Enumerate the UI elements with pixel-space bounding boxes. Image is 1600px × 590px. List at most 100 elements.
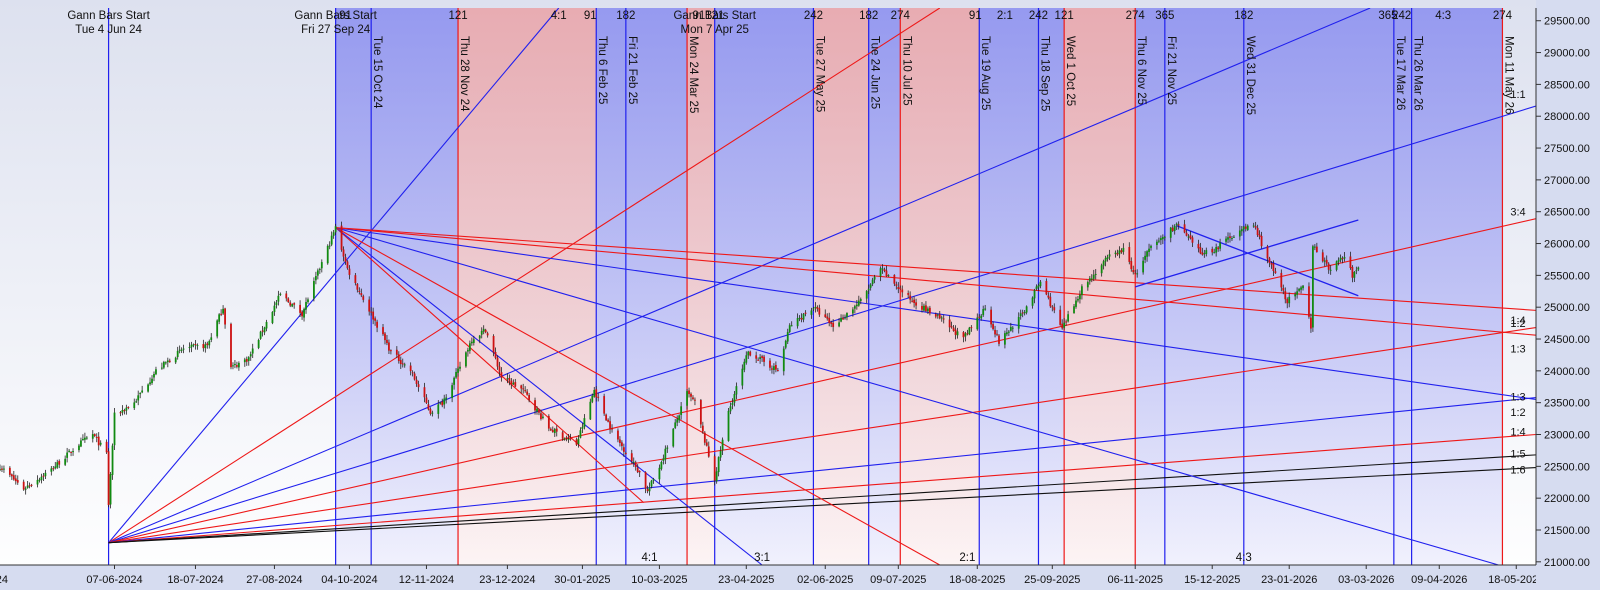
price-bar [818, 304, 821, 317]
right-ratio-label: 1:4 [1510, 426, 1525, 438]
price-bar [968, 326, 971, 336]
price-bar [978, 314, 981, 320]
price-bar [1120, 248, 1123, 254]
price-bar [1090, 274, 1093, 283]
top-count-label: 182 [616, 10, 635, 22]
price-bar [508, 374, 511, 386]
price-bar [243, 357, 246, 367]
price-bar [439, 401, 442, 405]
price-bar [925, 301, 927, 313]
price-bar [1215, 243, 1218, 257]
price-bar [595, 386, 598, 402]
price-bar [830, 320, 833, 328]
top-count-label: 242 [1392, 10, 1411, 22]
price-bar [388, 339, 390, 355]
price-bar [457, 366, 459, 377]
y-tick-label: 28000.00 [1544, 111, 1590, 123]
price-bar [885, 265, 888, 277]
cycle-line-label: Tue 27 May 25 [813, 36, 825, 112]
price-bar [194, 340, 197, 350]
price-bar [484, 328, 487, 334]
price-bar [275, 299, 278, 309]
price-bar [135, 398, 138, 404]
price-bar [1175, 222, 1178, 230]
price-bar [881, 264, 884, 274]
price-bar [800, 313, 803, 323]
price-bar [812, 306, 815, 311]
price-bar [1150, 244, 1152, 251]
price-bar [996, 329, 998, 337]
price-bar [678, 414, 681, 423]
x-tick-label: 23-01-2026 [1261, 574, 1317, 586]
gann-start-date: Mon 7 Apr 25 [680, 24, 748, 36]
price-bar [105, 439, 108, 454]
price-bar [415, 376, 418, 387]
price-bar [82, 434, 84, 441]
price-bar [1134, 269, 1137, 275]
price-bar [520, 384, 523, 394]
price-bar [182, 344, 185, 354]
y-tick-label: 25500.00 [1544, 270, 1590, 282]
price-bar [887, 274, 890, 277]
price-bar [581, 423, 584, 433]
price-bar [672, 427, 675, 448]
price-bar [782, 346, 785, 376]
price-bar [289, 300, 292, 308]
price-bar [859, 297, 862, 305]
cycle-line-label: Tue 19 Aug 25 [979, 36, 991, 110]
price-bar [285, 290, 288, 302]
price-bar [1308, 282, 1310, 319]
price-bar [247, 356, 250, 366]
cycle-band [458, 8, 597, 565]
price-bar [666, 445, 669, 453]
x-tick-label: 18-07-2024 [167, 574, 223, 586]
top-count-label: 91 [584, 10, 597, 22]
right-ratio-label: 1:3 [1510, 344, 1525, 356]
price-bar [1229, 232, 1231, 243]
cycle-band [625, 8, 688, 565]
price-bar [1272, 260, 1275, 277]
price-bar [686, 388, 688, 410]
price-bar [153, 371, 155, 382]
price-bar [927, 306, 929, 314]
price-bar [1061, 319, 1064, 330]
price-bar [1254, 221, 1257, 230]
price-bar [761, 354, 763, 362]
price-bar [605, 413, 608, 421]
price-bar [561, 430, 564, 441]
price-bar [555, 425, 558, 437]
price-bar [313, 277, 315, 302]
price-bar [56, 459, 59, 469]
price-bar [553, 427, 556, 437]
fan-line [335, 227, 763, 565]
price-bar [769, 358, 771, 371]
price-bar [24, 486, 27, 495]
price-bar [1242, 225, 1245, 233]
price-bar [1323, 257, 1326, 267]
price-bar [575, 437, 578, 447]
price-bar [1286, 297, 1289, 309]
price-bar [123, 408, 126, 415]
price-bar [206, 341, 209, 349]
y-tick-label: 27000.00 [1544, 175, 1590, 187]
price-bar [36, 475, 39, 488]
fan-line [335, 227, 1536, 311]
fan-line [108, 467, 1536, 544]
price-bar [1100, 263, 1103, 277]
price-bar [1177, 221, 1180, 230]
fan-line [335, 227, 1536, 336]
price-bar [1302, 284, 1304, 291]
price-bar [733, 390, 736, 407]
price-bar [956, 327, 959, 339]
x-tick-label: 04-10-2024 [321, 574, 377, 586]
price-bar [72, 448, 74, 456]
right-ratio-label: 1:2 [1510, 407, 1525, 419]
price-bar [607, 418, 609, 423]
price-bar [721, 437, 724, 456]
top-count-label: 4:1 [551, 10, 567, 22]
price-bar [137, 390, 140, 406]
price-bar [384, 332, 386, 345]
price-bar [26, 481, 29, 489]
price-bar [151, 375, 153, 385]
price-bar [168, 358, 171, 363]
